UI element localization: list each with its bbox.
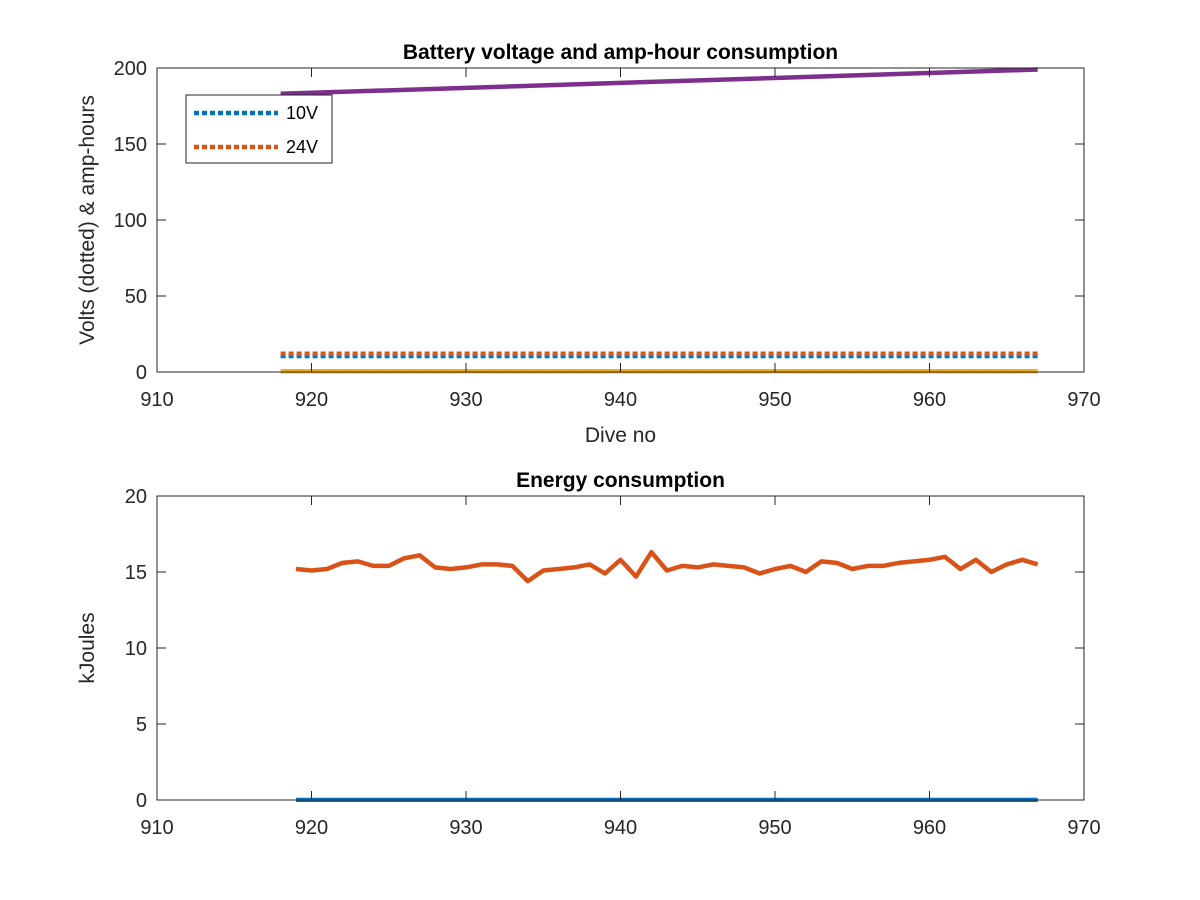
chart-panel-1: 910 920 930 940 950 960 970 0 50 100 150 200 Battery…	[76, 41, 1101, 447]
plot-frame	[156, 495, 1085, 801]
y-tick-label: 5	[136, 714, 147, 736]
series-line-4	[280, 67, 1038, 97]
x-tick-label: 940	[604, 389, 637, 411]
y-tick-label: 200	[114, 58, 147, 80]
x-tick-label: 940	[604, 817, 637, 839]
legend-entry-label: 10V	[286, 103, 318, 123]
series-group	[280, 67, 1038, 374]
x-tick-label: 930	[449, 817, 482, 839]
x-tick-label: 930	[449, 389, 482, 411]
chart-title: Energy consumption	[516, 469, 725, 492]
y-tick-label: 0	[136, 362, 147, 384]
chart-panel-2: 910 920 930 940 950 960 970 0 5 10 15 20 Energy cons…	[76, 469, 1101, 839]
y-tick-label: 100	[114, 210, 147, 232]
x-tick-label: 950	[758, 817, 791, 839]
y-tick-label: 50	[125, 286, 147, 308]
y-axis-label: Volts (dotted) & amp-hours	[76, 95, 99, 345]
x-tick-label: 960	[913, 817, 946, 839]
legend: 10V 24V	[185, 94, 333, 164]
legend-box	[185, 94, 333, 164]
y-tick-label: 150	[114, 134, 147, 156]
chart-title: Battery voltage and amp-hour consumption	[403, 41, 838, 64]
series-line-2	[295, 549, 1039, 584]
y-tick-label: 20	[125, 486, 147, 508]
y-tick-label: 0	[136, 790, 147, 812]
x-tick-label: 910	[140, 817, 173, 839]
x-tick-label: 920	[295, 817, 328, 839]
x-tick-label: 910	[140, 389, 173, 411]
y-tick-label: 15	[125, 562, 147, 584]
x-tick-label: 970	[1067, 389, 1100, 411]
x-tick-label: 970	[1067, 817, 1100, 839]
y-axis-label: kJoules	[76, 612, 99, 683]
x-tick-label: 960	[913, 389, 946, 411]
y-tick-label: 10	[125, 638, 147, 660]
legend-entry-label: 24V	[286, 137, 318, 157]
x-axis-label: Dive no	[585, 424, 656, 447]
x-tick-label: 950	[758, 389, 791, 411]
x-tick-label: 920	[295, 389, 328, 411]
series-group	[295, 549, 1039, 802]
